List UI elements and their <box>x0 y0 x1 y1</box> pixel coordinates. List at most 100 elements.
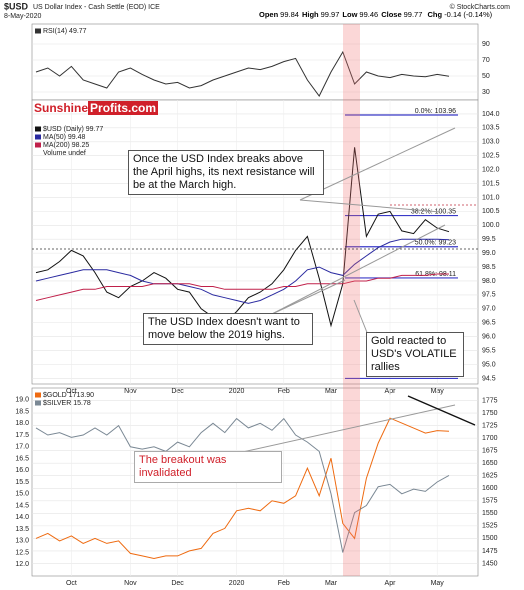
y-tick-label: 1500 <box>482 535 498 542</box>
quote-values: Open 99.84 High 99.97 Low 99.46 Close 99.77 <box>256 10 422 19</box>
y-tick-label: 70 <box>482 57 490 64</box>
y-tick-label: 50 <box>482 73 490 80</box>
x-tick-label: Apr <box>385 580 397 587</box>
quote-label: Low <box>342 10 358 19</box>
y-tick-label: 99.5 <box>482 236 496 243</box>
quote-label: High <box>301 10 319 19</box>
y-tick-label: 15.5 <box>15 479 29 486</box>
y-tick-label: 18.5 <box>15 408 29 415</box>
line <box>35 417 450 553</box>
y-tick-label: 12.5 <box>15 549 29 556</box>
x-tick-label: Apr <box>385 388 397 395</box>
legend-swatch <box>35 126 41 132</box>
annotation: The USD Index doesn't want to move below… <box>143 313 313 345</box>
quote: Open 99.84 High 99.97 Low 99.46 Close 99.77 Chg… <box>256 10 492 19</box>
y-tick-label: 102.5 <box>482 153 500 160</box>
credit: © StockCharts.com <box>450 3 511 11</box>
y-tick-label: 103.0 <box>482 139 500 146</box>
line <box>35 50 450 97</box>
line <box>35 417 450 560</box>
pointer-line <box>269 224 446 316</box>
pointer-line <box>269 279 346 316</box>
quote-value: 99.77 <box>403 10 423 19</box>
y-tick-label: 1650 <box>482 460 498 467</box>
y-tick-label: 104.0 <box>482 111 500 118</box>
y-tick-label: 1600 <box>482 485 498 492</box>
y-tick-label: 19.0 <box>15 397 29 404</box>
x-tick-label: Mar <box>325 580 338 587</box>
change-label: Chg <box>427 10 443 19</box>
legend-swatch <box>35 28 41 34</box>
legend-label: $USD (Daily) 99.77 <box>43 126 103 133</box>
y-tick-label: 96.0 <box>482 334 496 341</box>
y-tick-label: 101.5 <box>482 180 500 187</box>
y-tick-label: 102.0 <box>482 166 500 173</box>
quote-value: 99.84 <box>280 10 299 19</box>
trend-line <box>407 395 476 426</box>
legend-label: MA(50) 99.48 <box>43 134 86 141</box>
y-tick-label: 1625 <box>482 473 498 480</box>
x-tick-label: Dec <box>171 580 184 587</box>
y-tick-label: 98.5 <box>482 264 496 271</box>
annotation: Once the USD Index breaks above the Apri… <box>128 150 324 195</box>
y-tick-label: 101.0 <box>482 194 500 201</box>
y-tick-label: 13.5 <box>15 526 29 533</box>
y-tick-label: 17.0 <box>15 444 29 451</box>
y-tick-label: 98.0 <box>482 278 496 285</box>
legend-label: RSI(14) 49.77 <box>43 28 87 35</box>
y-tick-label: 14.0 <box>15 514 29 521</box>
y-tick-label: 15.0 <box>15 491 29 498</box>
y-tick-label: 16.0 <box>15 467 29 474</box>
quote-label: Open <box>259 10 279 19</box>
pointer-line <box>299 199 441 213</box>
legend-label: MA(200) 98.25 <box>43 142 89 149</box>
y-tick-label: 1700 <box>482 435 498 442</box>
x-tick-label: Oct <box>66 580 77 587</box>
y-tick-label: 99.0 <box>482 250 496 257</box>
legend-swatch <box>35 392 41 398</box>
y-tick-label: 97.0 <box>482 306 496 313</box>
quote-value: 99.46 <box>359 10 379 19</box>
y-tick-label: 103.5 <box>482 125 500 132</box>
y-tick-label: 14.5 <box>15 502 29 509</box>
level-label: 50.0%: 99.23 <box>415 240 456 247</box>
title: $USD <box>4 1 29 11</box>
y-tick-label: 90 <box>482 41 490 48</box>
legend-swatch <box>35 400 41 406</box>
pointer-line <box>353 299 369 336</box>
y-tick-label: 96.5 <box>482 320 496 327</box>
y-tick-label: 94.5 <box>482 375 496 382</box>
y-tick-label: 95.5 <box>482 347 496 354</box>
y-tick-label: 30 <box>482 89 490 96</box>
y-tick-label: 1525 <box>482 523 498 530</box>
y-tick-label: 1725 <box>482 422 498 429</box>
y-tick-label: 100.5 <box>482 208 500 215</box>
pointer-line <box>219 404 456 458</box>
x-tick-label: May <box>431 580 445 587</box>
y-tick-label: 18.0 <box>15 420 29 427</box>
legend-swatch <box>35 134 41 140</box>
annotation: Gold reacted to USD's VOLATILE rallies <box>366 332 464 377</box>
quote-label: Close <box>381 10 402 19</box>
y-tick-label: 17.5 <box>15 432 29 439</box>
y-tick-label: 1575 <box>482 498 498 505</box>
logo-part: Profits.com <box>88 101 159 115</box>
rsi-panel <box>31 23 479 101</box>
y-tick-label: 1775 <box>482 397 498 404</box>
y-tick-label: 16.5 <box>15 455 29 462</box>
y-tick-label: 1475 <box>482 548 498 555</box>
line <box>35 238 450 304</box>
subtitle: US Dollar Index - Cash Settle (EOD) ICE <box>33 4 160 11</box>
legend-label: $GOLD 1713.90 <box>43 392 94 399</box>
line <box>35 147 450 328</box>
x-tick-label: Mar <box>325 388 338 395</box>
pointer-line <box>299 127 456 201</box>
y-tick-label: 13.0 <box>15 538 29 545</box>
annotation: The breakout was invalidated <box>134 451 282 483</box>
y-tick-label: 1675 <box>482 448 498 455</box>
y-tick-label: 1750 <box>482 410 498 417</box>
date: 8-May-2020 <box>4 13 41 20</box>
y-tick-label: 95.0 <box>482 361 496 368</box>
level-label: 0.0%: 103.96 <box>415 108 456 115</box>
